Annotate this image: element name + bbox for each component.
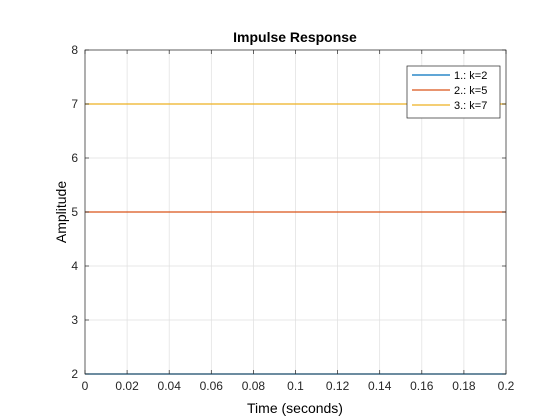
y-tick-label: 8: [71, 43, 78, 57]
y-axis-label: Amplitude: [53, 181, 69, 243]
legend-label-3: 3.: k=7: [454, 100, 487, 112]
y-tick-label: 3: [71, 313, 78, 327]
x-tick-label: 0.2: [498, 379, 515, 393]
y-tick-label: 7: [71, 97, 78, 111]
x-tick-label: 0.06: [200, 379, 224, 393]
x-tick-label: 0.04: [158, 379, 182, 393]
chart-title: Impulse Response: [233, 29, 357, 45]
x-tick-label: 0.1: [287, 379, 304, 393]
x-tick-label: 0.18: [452, 379, 476, 393]
y-tick-label: 4: [71, 259, 78, 273]
x-tick-label: 0.12: [326, 379, 350, 393]
y-tick-label: 5: [71, 205, 78, 219]
legend: 1.: k=2 2.: k=5 3.: k=7: [406, 65, 501, 119]
x-axis-label: Time (seconds): [247, 400, 343, 416]
y-tick-label: 2: [71, 367, 78, 381]
y-tick-label: 6: [71, 151, 78, 165]
legend-label-2: 2.: k=5: [454, 85, 487, 97]
legend-label-1: 1.: k=2: [454, 70, 487, 82]
x-tick-label: 0.16: [410, 379, 434, 393]
x-tick-label: 0: [82, 379, 89, 393]
x-tick-label: 0.14: [368, 379, 392, 393]
x-tick-label: 0.02: [115, 379, 139, 393]
x-tick-label: 0.08: [242, 379, 266, 393]
